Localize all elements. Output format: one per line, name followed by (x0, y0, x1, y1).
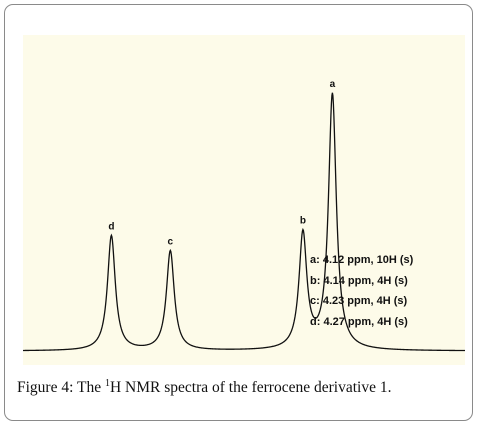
caption-superscript: 1 (104, 378, 110, 389)
figure-frame: a b c d a: 4.12 ppm, 10H (s) b: 4.14 ppm, 4… (4, 4, 473, 421)
caption-prefix: Figure 4: (17, 379, 74, 396)
legend-integration: 10H (s) (376, 254, 414, 266)
legend-row-d: d: 4.27 ppm, 4H (s) (310, 312, 413, 333)
legend-shift: 4.27 ppm, (323, 315, 375, 328)
nmr-plot-area: a b c d a: 4.12 ppm, 10H (s) b: 4.14 ppm, 4… (23, 35, 465, 365)
legend-label: b: (310, 274, 321, 287)
caption-text-after: H NMR spectra of the ferrocene derivativ… (109, 379, 392, 396)
peak-label-d: d (108, 221, 114, 232)
legend-shift: 4.23 ppm, (322, 295, 374, 307)
legend-label: c: (310, 295, 320, 307)
legend-shift: 4.12 ppm, (322, 254, 374, 266)
peak-label-b: b (300, 216, 306, 227)
legend-label: a: (310, 254, 320, 266)
peak-label-a: a (330, 79, 336, 90)
peak-assignment-legend: a: 4.12 ppm, 10H (s) b: 4.14 ppm, 4H (s)… (310, 250, 413, 332)
legend-row-a: a: 4.12 ppm, 10H (s) (310, 250, 413, 271)
spectrum-trace (23, 92, 465, 352)
legend-integration: 4H (s) (377, 315, 408, 328)
figure-caption: Figure 4: The 1H NMR spectra of the ferr… (17, 378, 391, 397)
nmr-spectrum-chart: a b c d (23, 79, 465, 352)
peak-label-c: c (168, 236, 174, 247)
legend-label: d: (310, 315, 321, 328)
legend-shift: 4.14 ppm, (323, 274, 375, 287)
legend-row-b: b: 4.14 ppm, 4H (s) (310, 271, 413, 292)
caption-text-before: The (73, 379, 105, 396)
legend-integration: 4H (s) (376, 295, 408, 307)
legend-integration: 4H (s) (377, 274, 408, 287)
legend-row-c: c: 4.23 ppm, 4H (s) (310, 291, 413, 312)
